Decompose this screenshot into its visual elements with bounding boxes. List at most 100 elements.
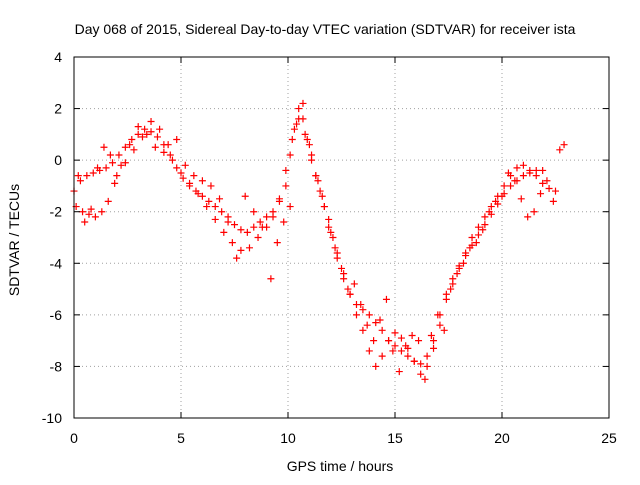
data-point bbox=[181, 161, 189, 169]
data-point bbox=[352, 311, 360, 319]
data-point bbox=[481, 213, 489, 221]
data-point bbox=[109, 159, 117, 167]
data-point bbox=[190, 172, 198, 180]
data-point bbox=[166, 151, 174, 159]
data-point bbox=[186, 179, 194, 187]
data-point bbox=[519, 172, 527, 180]
data-point bbox=[320, 203, 328, 211]
data-point bbox=[126, 141, 134, 149]
data-point bbox=[316, 187, 324, 195]
data-point bbox=[130, 146, 138, 154]
data-point bbox=[524, 213, 532, 221]
data-point bbox=[128, 136, 136, 144]
data-point bbox=[104, 197, 112, 205]
data-point bbox=[408, 331, 416, 339]
data-point bbox=[207, 182, 215, 190]
data-point bbox=[211, 203, 219, 211]
data-point bbox=[468, 234, 476, 241]
data-point bbox=[147, 128, 155, 136]
data-point bbox=[87, 205, 95, 213]
data-point bbox=[228, 239, 236, 247]
data-point bbox=[504, 169, 512, 177]
data-point bbox=[173, 136, 181, 144]
data-point bbox=[421, 375, 429, 383]
data-point bbox=[117, 161, 125, 169]
y-tick-label: -8 bbox=[50, 358, 63, 374]
data-point bbox=[282, 182, 290, 190]
data-point bbox=[194, 190, 202, 198]
data-point bbox=[100, 143, 108, 151]
data-point bbox=[543, 177, 551, 185]
data-point bbox=[479, 226, 487, 234]
data-point bbox=[113, 172, 121, 180]
data-point bbox=[430, 337, 438, 345]
data-point bbox=[440, 326, 448, 334]
data-point bbox=[301, 130, 309, 138]
data-point bbox=[203, 203, 211, 211]
data-point bbox=[365, 347, 373, 355]
data-point bbox=[453, 270, 461, 278]
data-point bbox=[552, 187, 559, 195]
data-point bbox=[346, 290, 354, 298]
data-point bbox=[462, 249, 470, 257]
x-tick-label: 20 bbox=[494, 430, 510, 446]
data-point bbox=[357, 301, 365, 309]
data-point bbox=[254, 234, 262, 241]
data-point bbox=[141, 125, 149, 133]
data-point bbox=[537, 190, 545, 198]
data-point bbox=[258, 223, 266, 231]
y-tick-label: -2 bbox=[50, 204, 63, 220]
data-point bbox=[94, 164, 102, 172]
data-point bbox=[121, 143, 129, 151]
data-point bbox=[263, 213, 271, 221]
data-point bbox=[372, 362, 380, 370]
data-point bbox=[474, 231, 482, 239]
data-point bbox=[299, 99, 307, 107]
y-tick-label: -10 bbox=[42, 410, 62, 426]
data-point bbox=[472, 239, 480, 247]
data-point bbox=[237, 246, 245, 254]
data-point bbox=[153, 133, 161, 141]
data-point bbox=[344, 285, 352, 293]
data-point bbox=[449, 280, 457, 288]
data-point bbox=[177, 169, 185, 177]
data-point bbox=[293, 120, 301, 128]
x-tick-label: 25 bbox=[601, 430, 617, 446]
data-point bbox=[102, 164, 110, 172]
data-point bbox=[295, 115, 303, 123]
data-point bbox=[256, 218, 264, 226]
data-point bbox=[363, 321, 371, 329]
data-point bbox=[83, 172, 91, 180]
data-point bbox=[359, 326, 367, 334]
data-point bbox=[397, 334, 405, 342]
data-point bbox=[327, 228, 335, 236]
data-point bbox=[250, 208, 258, 216]
data-point bbox=[269, 213, 277, 221]
data-point bbox=[121, 159, 129, 167]
data-point bbox=[134, 130, 142, 138]
data-point bbox=[211, 215, 219, 223]
data-point bbox=[224, 218, 232, 226]
data-point bbox=[98, 208, 106, 216]
data-point bbox=[329, 234, 337, 241]
data-point bbox=[164, 141, 172, 149]
data-point bbox=[308, 151, 316, 159]
data-point bbox=[216, 195, 224, 203]
data-point bbox=[106, 151, 114, 159]
data-point bbox=[481, 221, 489, 229]
data-point bbox=[138, 133, 146, 141]
data-point bbox=[474, 223, 482, 231]
data-point bbox=[275, 195, 283, 203]
data-point bbox=[318, 192, 326, 200]
data-point bbox=[500, 182, 508, 190]
data-point bbox=[370, 337, 378, 345]
data-point bbox=[233, 254, 241, 262]
y-tick-label: 0 bbox=[54, 152, 62, 168]
data-point bbox=[397, 347, 405, 355]
data-point bbox=[513, 164, 521, 172]
data-point bbox=[290, 125, 298, 133]
data-point bbox=[156, 125, 164, 133]
